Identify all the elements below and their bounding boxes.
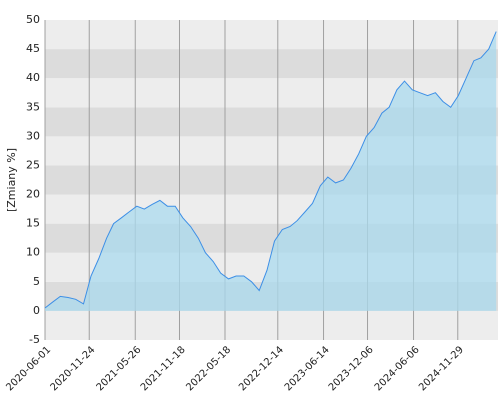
grid-band xyxy=(45,20,498,50)
y-axis-label: [Zmiany %] xyxy=(5,148,18,212)
y-tick-label: 25 xyxy=(26,158,40,171)
x-tick-label: 2020-06-01 xyxy=(4,344,53,393)
x-tick-label: 2023-12-06 xyxy=(327,344,376,393)
y-tick-label: 15 xyxy=(26,217,40,230)
y-tick-label: 10 xyxy=(26,246,40,259)
x-tick-label: 2024-11-29 xyxy=(417,344,466,393)
x-tick-label: 2021-11-18 xyxy=(139,344,188,393)
y-tick-label: 45 xyxy=(26,42,40,55)
line xyxy=(44,31,497,309)
x-tick-label: 2021-05-26 xyxy=(95,344,144,393)
x-tick-label: 2022-12-14 xyxy=(237,344,286,393)
grid-band xyxy=(45,49,498,79)
y-tick-label: 35 xyxy=(26,100,40,113)
y-tick-label: -5 xyxy=(29,333,40,346)
x-tick-label: 2022-05-18 xyxy=(184,344,233,393)
x-tick-label: 2020-11-24 xyxy=(49,344,98,393)
y-tick-label: 40 xyxy=(26,71,40,84)
x-tick-label: 2024-06-06 xyxy=(373,344,422,393)
y-tick-label: 50 xyxy=(26,13,40,26)
grid-band xyxy=(45,310,498,340)
y-tick-label: 0 xyxy=(33,304,40,317)
area xyxy=(45,31,497,311)
y-tick-label: 20 xyxy=(26,188,40,201)
x-tick-label: 2023-06-14 xyxy=(283,344,332,393)
y-tick-label: 30 xyxy=(26,129,40,142)
y-tick-label: 5 xyxy=(33,275,40,288)
